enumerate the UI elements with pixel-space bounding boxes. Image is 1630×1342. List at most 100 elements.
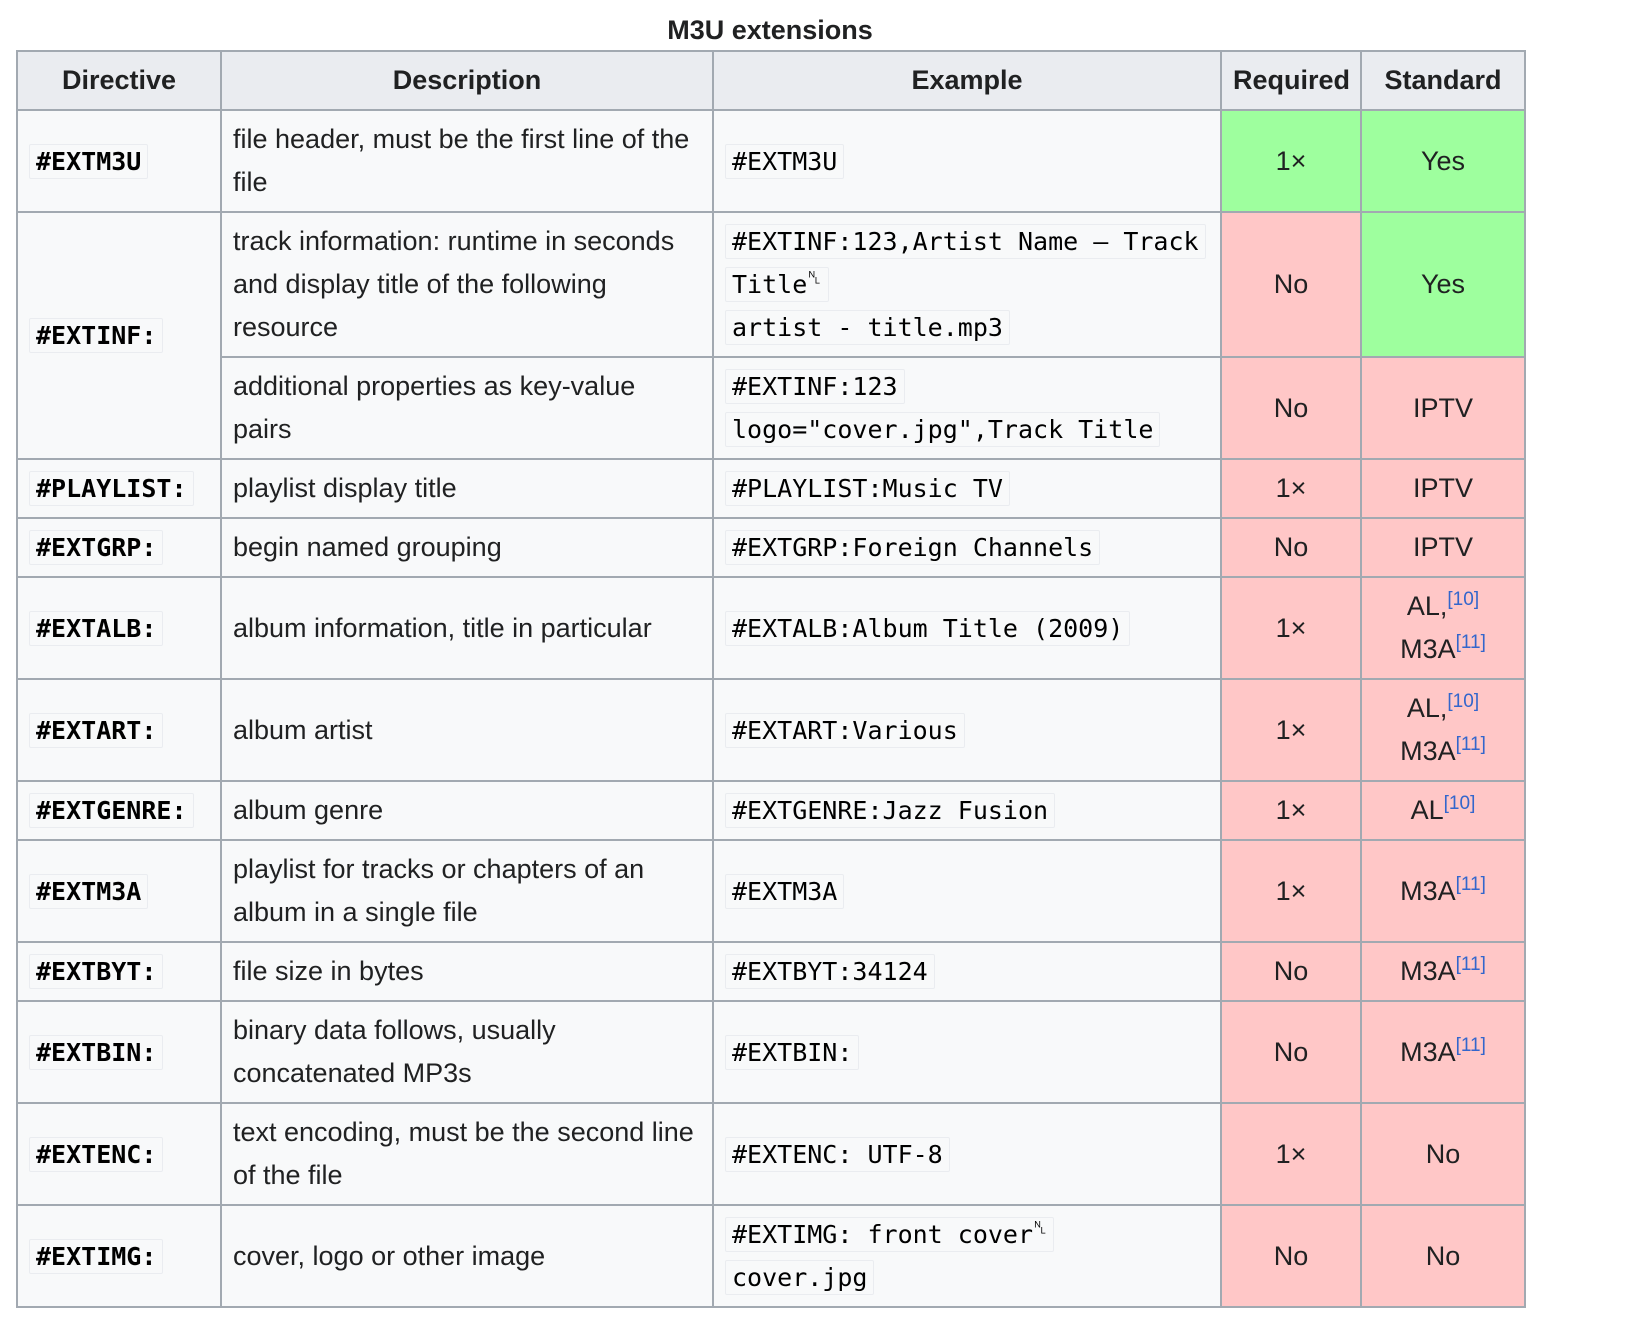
standard-cell: No (1360, 1204, 1526, 1308)
standard-cell: AL[10] (1360, 780, 1526, 841)
standard-cell: M3A[11] (1360, 941, 1526, 1002)
example-cell: #EXTM3A (712, 839, 1222, 943)
standard-cell: Yes (1360, 109, 1526, 213)
required-cell: No (1220, 211, 1362, 358)
directive-code: #EXTBYT: (29, 954, 164, 989)
example-cell: #EXTBYT:34124 (712, 941, 1222, 1002)
table-row: #EXTALB: album information, title in par… (16, 576, 1526, 680)
required-cell: 1× (1220, 109, 1362, 213)
header-row: Directive Description Example Required S… (16, 50, 1526, 111)
required-cell: No (1220, 941, 1362, 1002)
table-row: #EXTIMG: cover, logo or other image #EXT… (16, 1204, 1526, 1308)
example-line: #EXTIMG: front cover (732, 1220, 1034, 1249)
table-row: additional properties as key-value pairs… (17, 356, 1526, 460)
reference-link[interactable]: [10] (1443, 793, 1476, 814)
header-directive: Directive (16, 50, 222, 111)
table-row: #EXTM3A playlist for tracks or chapters … (16, 839, 1526, 943)
standard-label: AL, (1406, 591, 1448, 621)
directive-cell: #EXTBIN: (16, 1000, 222, 1104)
standard-label: M3A (1400, 875, 1456, 906)
standard-label: AL, (1406, 693, 1448, 723)
table-row: #EXTGENRE: album genre #EXTGENRE:Jazz Fu… (16, 780, 1526, 841)
standard-cell: IPTV (1360, 458, 1526, 519)
reference-link[interactable]: [11] (1455, 632, 1486, 653)
required-cell: 1× (1220, 780, 1362, 841)
description-cell: cover, logo or other image (220, 1204, 714, 1308)
example-cell: #EXTBIN: (712, 1000, 1222, 1104)
reference-link[interactable]: [11] (1455, 873, 1486, 895)
example-code: #EXTINF:123,Artist Name – Track Title␤ (725, 224, 1206, 302)
example-code: #EXTBIN: (725, 1034, 860, 1070)
standard-cell: IPTV (1360, 356, 1526, 460)
required-cell: No (1220, 1000, 1362, 1104)
table-caption: M3U extensions (667, 15, 873, 45)
table-row: #EXTART: album artist #EXTART:Various 1×… (16, 678, 1526, 782)
reference-link[interactable]: [10] (1447, 589, 1480, 610)
standard-cell: AL,[10] M3A[11] (1360, 576, 1526, 680)
standard-cell: Yes (1360, 211, 1526, 358)
directive-code: #EXTM3U (29, 143, 149, 179)
standard-label: M3A (1400, 736, 1456, 766)
example-code: #PLAYLIST:Music TV (725, 471, 1010, 506)
directive-code: #EXTIMG: (29, 1238, 164, 1274)
description-cell: binary data follows, usually concatenate… (220, 1000, 714, 1104)
standard-label: M3A (1400, 1036, 1456, 1067)
standard-label: M3A (1400, 956, 1456, 986)
directive-code: #PLAYLIST: (29, 471, 194, 506)
reference-link[interactable]: [11] (1455, 954, 1486, 975)
table-wrapper: M3U extensions Directive Description Exa… (16, 10, 1526, 1308)
required-cell: 1× (1220, 1102, 1362, 1206)
example-code: #EXTGRP:Foreign Channels (725, 530, 1101, 565)
required-cell: 1× (1220, 458, 1362, 519)
example-cell: #EXTGRP:Foreign Channels (712, 517, 1222, 578)
standard-cell: No (1360, 1102, 1526, 1206)
required-cell: 1× (1220, 678, 1362, 782)
description-cell: album genre (220, 780, 714, 841)
directive-code: #EXTGRP: (29, 530, 164, 565)
header-example: Example (712, 50, 1222, 111)
directive-cell: #EXTGRP: (16, 517, 222, 578)
table-row: #PLAYLIST: playlist display title #PLAYL… (16, 458, 1526, 519)
directive-cell: #EXTIMG: (16, 1204, 222, 1308)
example-cell: #EXTINF:123 logo="cover.jpg",Track Title (712, 356, 1222, 460)
required-cell: No (1220, 356, 1362, 460)
directive-cell: #EXTGENRE: (16, 780, 222, 841)
reference-link[interactable]: [11] (1455, 734, 1486, 755)
directive-cell: #EXTINF: (16, 211, 222, 460)
required-cell: 1× (1220, 576, 1362, 680)
standard-label: M3A (1400, 634, 1456, 664)
example-code: #EXTART:Various (725, 712, 965, 748)
table-row: #EXTBIN: binary data follows, usually co… (16, 1000, 1526, 1104)
directive-cell: #EXTM3A (16, 839, 222, 943)
newline-icon: ␤ (1033, 1217, 1048, 1239)
example-code: #EXTINF:123 logo="cover.jpg",Track Title (725, 369, 1161, 447)
example-code: #EXTGENRE:Jazz Fusion (725, 793, 1056, 828)
description-cell: begin named grouping (220, 517, 714, 578)
example-code: #EXTBYT:34124 (725, 954, 935, 989)
directive-code: #EXTGENRE: (29, 793, 194, 828)
description-cell: album information, title in particular (220, 576, 714, 680)
directive-code: #EXTART: (29, 712, 164, 748)
standard-cell: AL,[10] M3A[11] (1360, 678, 1526, 782)
directive-code: #EXTBIN: (29, 1034, 164, 1070)
example-code: artist - title.mp3 (725, 310, 1010, 345)
example-code: #EXTIMG: front cover␤ (725, 1217, 1055, 1252)
directive-cell: #EXTBYT: (16, 941, 222, 1002)
standard-label: AL (1410, 795, 1444, 825)
directive-cell: #EXTART: (16, 678, 222, 782)
table-row: #EXTINF: track information: runtime in s… (16, 211, 1526, 460)
table-row: #EXTENC: text encoding, must be the seco… (16, 1102, 1526, 1206)
table-row: #EXTGRP: begin named grouping #EXTGRP:Fo… (16, 517, 1526, 578)
reference-link[interactable]: [11] (1455, 1034, 1486, 1056)
required-cell: No (1220, 517, 1362, 578)
directive-code: #EXTINF: (29, 318, 164, 353)
directive-cell: #EXTENC: (16, 1102, 222, 1206)
description-cell: additional properties as key-value pairs (220, 356, 714, 460)
example-line: #EXTINF:123,Artist Name – Track Title (732, 227, 1199, 299)
directive-code: #EXTENC: (29, 1136, 164, 1172)
description-cell: album artist (220, 678, 714, 782)
reference-link[interactable]: [10] (1447, 691, 1480, 712)
example-cell: #EXTINF:123,Artist Name – Track Title␤ ar… (712, 211, 1222, 358)
directive-code: #EXTALB: (29, 610, 164, 646)
example-cell: #EXTENC: UTF-8 (712, 1102, 1222, 1206)
